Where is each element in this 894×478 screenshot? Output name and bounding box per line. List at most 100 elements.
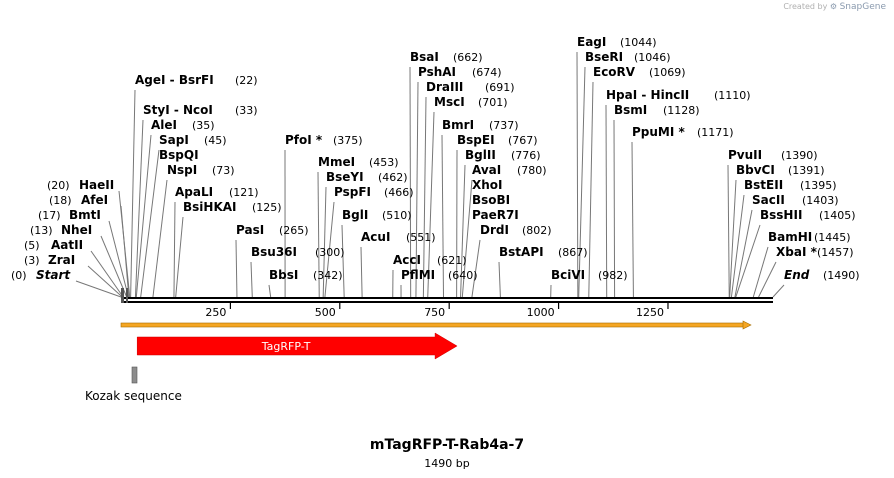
site-position-pspfi: (466) [384, 186, 414, 199]
site-label-bamhi: BamHI [768, 230, 812, 244]
leader-line-xbai [758, 261, 777, 298]
site-position-bsu36i: (300) [315, 246, 345, 259]
tagrfp-t-feature-arrow [136, 332, 458, 360]
site-position-bmti: (17) [38, 209, 61, 222]
site-label-start: Start [36, 268, 71, 282]
tagrfp-t-feature-label: TagRFP-T [261, 340, 311, 353]
site-label-eagi: EagI [577, 35, 606, 49]
site-label-bspqi: BspQI [159, 148, 199, 162]
site-position-bamhi: (1445) [814, 231, 851, 244]
leader-line-drdi [471, 239, 481, 298]
site-position-bsteii: (1395) [800, 179, 837, 192]
site-label-pshai: PshAI [418, 65, 456, 79]
site-position-aatii: (5) [24, 239, 40, 252]
site-position-avai: (780) [517, 164, 547, 177]
site-label-acci: AccI [393, 253, 421, 267]
site-position-bseyi: (462) [378, 171, 408, 184]
site-position-start: (0) [11, 269, 27, 282]
site-position-bglii: (776) [511, 149, 541, 162]
site-position-afei: (18) [49, 194, 72, 207]
site-label-pspfi: PspFI [334, 185, 371, 199]
leader-line-zrai [87, 265, 123, 298]
leader-line-pvuii [727, 164, 730, 298]
site-position-zrai: (3) [24, 254, 40, 267]
site-position-styi-ncoi: (33) [235, 104, 258, 117]
site-label-pvuii: PvuII [728, 148, 762, 162]
leader-line-ppumi [631, 141, 634, 298]
leader-line-hpai-hincii [605, 104, 608, 298]
site-label-acui: AcuI [361, 230, 390, 244]
axis-tick-label: 1000 [527, 306, 555, 319]
site-label-bcivi: BciVI [551, 268, 585, 282]
site-position-alei: (35) [192, 119, 215, 132]
site-label-mmei: MmeI [318, 155, 355, 169]
site-position-pasi: (265) [279, 224, 309, 237]
site-label-bseri: BseRI [585, 50, 623, 64]
leader-line-ecorv [588, 81, 594, 298]
site-position-agei-bsrfi: (22) [235, 74, 258, 87]
leader-line-nspi [152, 179, 168, 298]
site-label-bsshii: BssHII [760, 208, 802, 222]
site-position-drdi: (802) [522, 224, 552, 237]
site-position-pshai: (674) [472, 66, 502, 79]
map-title: mTagRFP-T-Rab4a-7 [369, 437, 525, 453]
site-position-bstapi: (867) [558, 246, 588, 259]
site-label-ppumi: PpuMI * [632, 125, 686, 139]
insert-span-bar [120, 322, 746, 328]
credit-prefix: Created by [783, 2, 828, 11]
site-position-msci: (701) [478, 96, 508, 109]
leader-line-sapi [140, 149, 160, 298]
leader-line-pspfi [324, 201, 335, 298]
site-label-bsu36i: Bsu36I [251, 245, 297, 259]
leader-line-pasi [235, 239, 238, 298]
site-label-haeii: HaeII [79, 178, 114, 192]
site-label-paer7i: PaeR7I [472, 208, 519, 222]
site-position-acci: (621) [437, 254, 467, 267]
site-position-nhei: (13) [30, 224, 53, 237]
site-label-aatii: AatII [51, 238, 83, 252]
site-label-bseyi: BseYI [326, 170, 364, 184]
site-label-alei: AleI [151, 118, 177, 132]
site-label-pfoi: PfoI * [285, 133, 323, 147]
site-label-bbvci: BbvCI [736, 163, 775, 177]
leader-line-aatii [90, 250, 124, 298]
site-label-bsai: BsaI [410, 50, 439, 64]
site-position-bbsi: (342) [313, 269, 343, 282]
site-label-bsobi: BsoBI [472, 193, 510, 207]
kozak-feature-box [131, 366, 138, 384]
site-label-bspei: BspEI [457, 133, 495, 147]
site-position-sacii: (1403) [802, 194, 839, 207]
site-position-haeii: (20) [47, 179, 70, 192]
backbone-top-strand [121, 297, 773, 299]
site-label-bsteii: BstEII [744, 178, 783, 192]
credit-brand: SnapGene [839, 2, 886, 12]
leader-line-apali [173, 201, 176, 298]
leader-line-eagi [576, 51, 579, 298]
site-label-xhoi: XhoI [472, 178, 503, 192]
site-label-draiii: DraIII [426, 80, 463, 94]
leader-line-bstapi [498, 261, 501, 298]
site-position-eagi: (1044) [620, 36, 657, 49]
leader-line-bglii [460, 164, 466, 298]
site-label-pasi: PasI [236, 223, 264, 237]
site-position-bsihkai: (125) [252, 201, 282, 214]
site-position-sapi: (45) [204, 134, 227, 147]
site-label-bgli: BglI [342, 208, 368, 222]
site-position-bsshii: (1405) [819, 209, 856, 222]
leader-line-bseyi [322, 186, 327, 298]
leader-line-bsmi [613, 119, 616, 298]
leader-line-alei [135, 134, 152, 298]
leader-line-bgli [341, 224, 345, 298]
site-label-bmri: BmrI [442, 118, 474, 132]
insert-span-arrowhead [742, 320, 752, 330]
site-position-draiii: (691) [485, 81, 515, 94]
start-end-cap [121, 288, 124, 303]
backbone-bottom-strand [121, 301, 773, 303]
snapgene-logo-icon: ⚙ [829, 2, 838, 11]
site-label-nhei: NheI [61, 223, 92, 237]
site-label-xbai: XbaI * [776, 245, 818, 259]
snapgene-credit: Created by ⚙ SnapGene [783, 2, 886, 12]
site-label-agei-bsrfi: AgeI - BsrFI [135, 73, 214, 87]
site-label-afei: AfeI [81, 193, 108, 207]
site-position-bgli: (510) [382, 209, 412, 222]
